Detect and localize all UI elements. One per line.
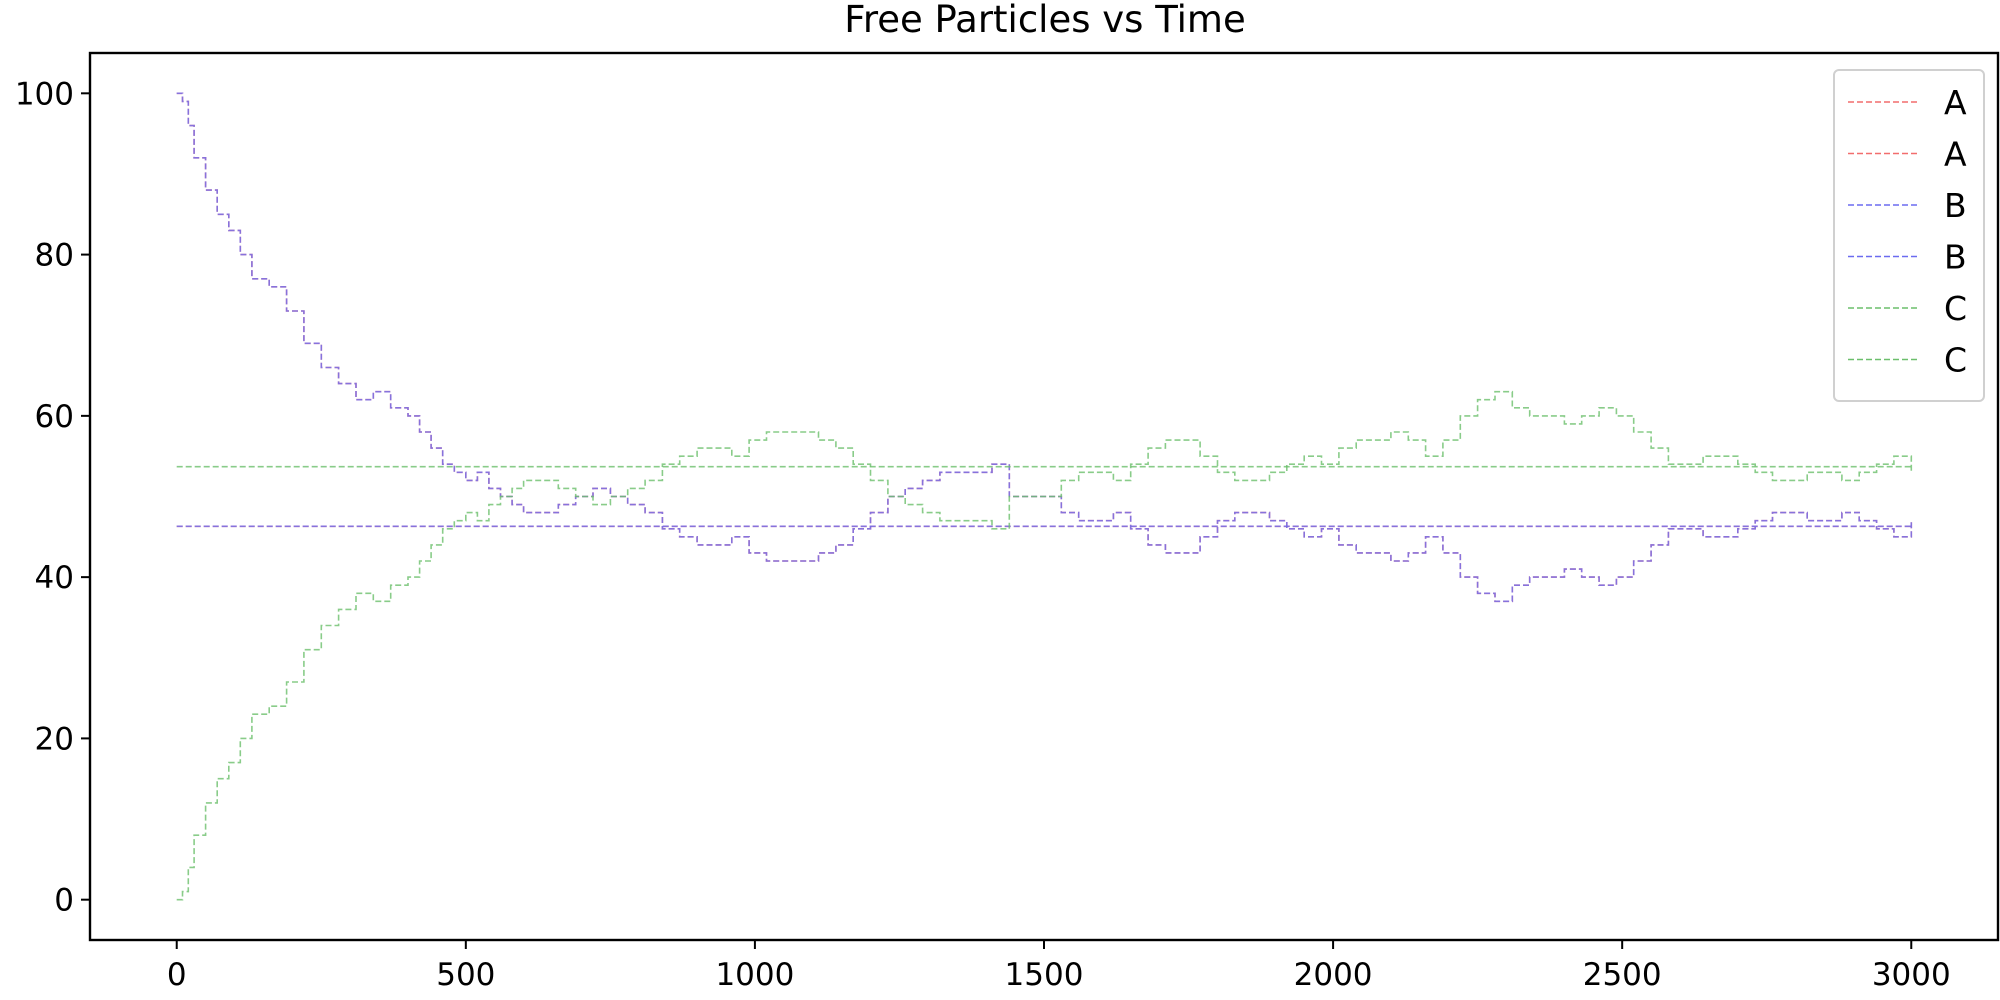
y-tick-label: 40 xyxy=(35,560,74,596)
legend-label-b: B xyxy=(1944,186,1967,225)
legend-label-a: A xyxy=(1944,135,1967,174)
x-tick-label: 1000 xyxy=(715,957,794,993)
y-tick-label: 100 xyxy=(15,76,74,112)
series-layer xyxy=(176,92,1913,901)
legend-label-c: C xyxy=(1944,289,1967,328)
series-line-b-3 xyxy=(176,92,1913,603)
x-tick-label: 3000 xyxy=(1872,957,1951,993)
x-axis: 0 500 1000 1500 2000 2500 3000 xyxy=(167,940,1951,993)
y-tick-label: 60 xyxy=(35,399,74,435)
y-tick-label: 80 xyxy=(35,238,74,274)
series-line-c-5 xyxy=(176,390,1913,901)
legend-label-b: B xyxy=(1944,238,1967,277)
x-tick-label: 500 xyxy=(436,957,495,993)
y-axis: 0 20 40 60 80 100 xyxy=(15,76,90,919)
x-tick-label: 1500 xyxy=(1005,957,1084,993)
y-tick-label: 0 xyxy=(54,883,74,919)
legend-label-a: A xyxy=(1944,83,1967,122)
chart-title: Free Particles vs Time xyxy=(844,0,1246,41)
y-tick-label: 20 xyxy=(35,721,74,757)
x-tick-label: 2500 xyxy=(1583,957,1662,993)
series-line-a-1 xyxy=(176,92,1913,603)
x-tick-label: 2000 xyxy=(1294,957,1373,993)
legend-label-c: C xyxy=(1944,341,1967,380)
x-tick-label: 0 xyxy=(167,957,187,993)
